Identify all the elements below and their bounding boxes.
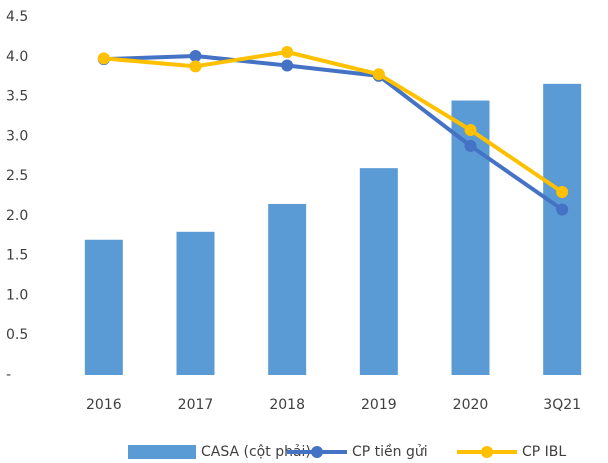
legend-label: CP IBL (522, 444, 566, 460)
x-tick-label: 2019 (361, 397, 397, 413)
bar (359, 168, 398, 375)
x-tick-label: 2020 (453, 397, 489, 413)
line (103, 53, 564, 212)
marker (189, 60, 202, 73)
bar (176, 231, 215, 375)
x-tick-label: 2018 (269, 397, 305, 413)
legend-swatch (128, 445, 196, 459)
marker (464, 123, 477, 136)
marker (372, 68, 385, 81)
marker (189, 49, 202, 62)
marker (281, 59, 294, 72)
y-tick-label: 2.0 (6, 208, 28, 224)
x-tick-label: 2016 (86, 397, 122, 413)
marker (464, 139, 477, 152)
y-tick-label: 1.5 (6, 248, 28, 264)
legend-label: CASA (cột phải) (201, 444, 311, 460)
marker (556, 203, 569, 216)
y-tick-label: - (6, 367, 11, 383)
y-tick-label: 3.5 (6, 89, 28, 105)
bar (84, 239, 123, 375)
y-tick-label: 4.0 (6, 49, 28, 65)
marker (97, 52, 110, 65)
bar (268, 203, 307, 375)
legend-marker (481, 446, 493, 458)
x-tick-label: 3Q21 (543, 397, 581, 413)
y-tick-label: 0.5 (6, 327, 28, 343)
x-tick-label: 2017 (178, 397, 214, 413)
bar (543, 83, 582, 376)
marker (281, 46, 294, 59)
y-tick-label: 2.5 (6, 168, 28, 184)
y-tick-label: 4.5 (6, 9, 28, 25)
y-tick-label: 1.0 (6, 287, 28, 303)
legend-marker (311, 446, 323, 458)
marker (556, 186, 569, 199)
line (103, 50, 564, 194)
legend-label: CP tiền gửi (352, 443, 428, 460)
y-tick-label: 3.0 (6, 128, 28, 144)
